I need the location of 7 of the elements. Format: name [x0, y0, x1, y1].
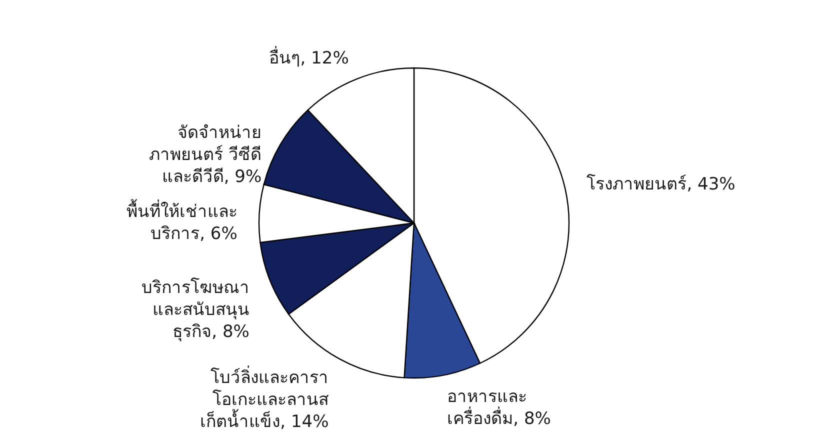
- slice-label: โบว์ลิ่งและคารา โอเกะและลานส เก็ตน้ำแข็ง, 14%: [200, 365, 330, 432]
- slice-label: พื้นที่ให้เช่าและ บริการ, 6%: [126, 198, 238, 244]
- slice-label: จัดจำหน่าย ภาพยนตร์ วีซีดี และดีวีดี, 9%: [149, 122, 262, 187]
- slice-label: บริการโฆษณา และสนับสนุน ธุรกิจ, 8%: [141, 277, 250, 342]
- slice-label: โรงภาพยนตร์, 43%: [586, 173, 736, 194]
- slice-label: อื่นๆ, 12%: [269, 45, 349, 68]
- slice-label: อาหารและ เครื่องดื่ม, 8%: [447, 386, 551, 429]
